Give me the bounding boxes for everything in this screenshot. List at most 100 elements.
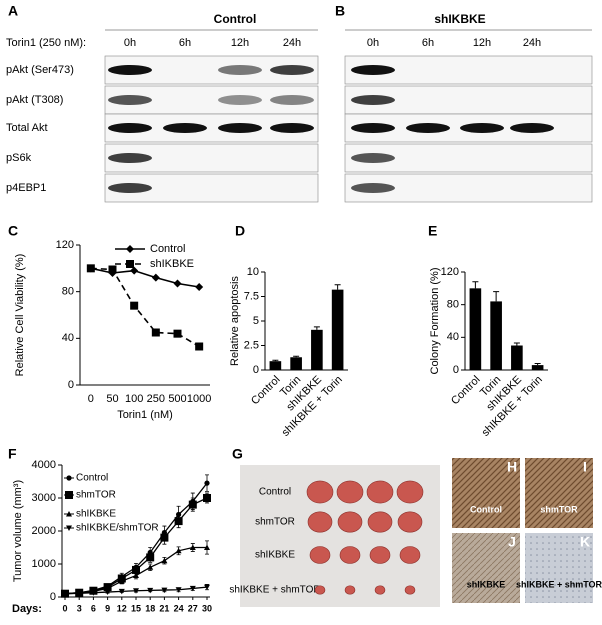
blot-band — [270, 123, 314, 133]
y-axis-label: Relative apoptosis — [229, 276, 241, 366]
bar — [511, 345, 523, 370]
x-tick-label: 250 — [147, 393, 165, 405]
error-bar — [293, 355, 300, 358]
x-tick-label: 24 — [174, 603, 184, 613]
blot-band — [163, 123, 207, 133]
marker — [133, 572, 139, 579]
tumor — [396, 480, 424, 504]
error-bar — [534, 362, 541, 366]
marker — [160, 533, 169, 542]
row-label: pAkt (Ser473) — [6, 64, 74, 76]
error-bar — [272, 359, 279, 362]
bar — [490, 301, 502, 370]
marker — [104, 589, 111, 596]
panel-title: Control — [214, 12, 257, 26]
panel-letter: G — [232, 446, 243, 462]
marker — [76, 590, 83, 597]
legend-label: shIKBKE/shmTOR — [76, 523, 159, 534]
ihc-label: shIKBKE — [467, 579, 506, 589]
legend-label: Control — [150, 243, 185, 255]
row-label: p4EBP1 — [6, 182, 46, 194]
x-tick-label: 0 — [88, 393, 94, 405]
ihc-label: shIKBKE + shmTOR — [516, 579, 602, 589]
lane-label: 12h — [231, 37, 249, 49]
marker — [173, 329, 182, 338]
legend-label: shIKBKE — [76, 509, 116, 520]
tumor — [307, 511, 333, 533]
x-tick-label: 500 — [168, 393, 186, 405]
x-tick-label: 21 — [159, 603, 169, 613]
panel-letter: D — [235, 223, 245, 239]
x-axis-label: Torin1 (nM) — [117, 409, 173, 421]
tumor — [366, 480, 394, 504]
marker — [175, 587, 182, 593]
marker — [204, 480, 210, 486]
y-tick-label: 4000 — [32, 459, 56, 471]
y-tick-label: 120 — [56, 239, 74, 251]
bar — [331, 289, 344, 370]
marker — [188, 500, 197, 509]
x-tick-label: 12 — [117, 603, 127, 613]
error-bar — [334, 284, 341, 290]
blot-band — [108, 183, 152, 193]
y-axis-label: Tumor volume (mm³) — [12, 480, 24, 582]
x-axis-label: Days: — [12, 603, 42, 615]
lane-label: 0h — [124, 37, 136, 49]
marker — [204, 544, 210, 550]
marker — [90, 590, 97, 596]
marker — [118, 578, 125, 584]
series-line — [90, 267, 200, 288]
y-tick-label: 5 — [253, 315, 259, 327]
y-axis-label: Relative Cell Viability (%) — [14, 254, 26, 377]
blot-band — [108, 153, 152, 163]
x-tick-label: 18 — [145, 603, 155, 613]
legend-marker — [66, 475, 72, 481]
ihc-image — [525, 533, 593, 603]
y-tick-label: 40 — [62, 332, 74, 344]
y-tick-label: 2000 — [32, 525, 56, 537]
x-tick-label: 6 — [91, 603, 96, 613]
marker — [133, 588, 139, 594]
panel-letter: A — [8, 3, 18, 19]
panel-letter: K — [580, 534, 590, 550]
blot-band — [351, 153, 395, 163]
marker — [147, 587, 154, 594]
error-bar — [513, 342, 520, 346]
bar — [290, 357, 302, 370]
blot-band — [108, 123, 152, 133]
x-tick-label: 1000 — [187, 393, 211, 405]
x-tick-label: 9 — [105, 603, 110, 613]
panel-letter: B — [335, 3, 345, 19]
marker — [86, 264, 95, 273]
series-line — [90, 267, 200, 348]
x-tick-label: 27 — [188, 603, 198, 613]
error-bar — [493, 291, 500, 302]
blot-band — [218, 95, 262, 105]
tumor — [367, 511, 393, 533]
marker — [195, 283, 204, 291]
y-tick-label: 120 — [441, 266, 459, 278]
legend-marker — [66, 525, 72, 531]
marker — [118, 588, 125, 595]
tumor — [339, 546, 361, 564]
tumor — [404, 585, 416, 595]
marker — [104, 585, 111, 591]
marker — [203, 494, 211, 502]
marker — [174, 517, 183, 526]
y-tick-label: 80 — [62, 286, 74, 298]
legend-label: shmTOR — [76, 490, 116, 501]
marker — [108, 265, 117, 274]
panel-letter: E — [428, 223, 437, 239]
marker — [189, 585, 196, 592]
blot-band — [351, 95, 395, 105]
legend-marker — [65, 491, 73, 499]
marker — [175, 547, 182, 554]
panel-letter: H — [507, 459, 517, 475]
tumor — [336, 480, 364, 504]
y-axis-label: Colony Formation (%) — [429, 268, 441, 375]
x-tick-label: 50 — [106, 393, 118, 405]
blot-band — [218, 65, 262, 75]
lane-label: 0h — [367, 37, 379, 49]
tumor — [337, 511, 363, 533]
